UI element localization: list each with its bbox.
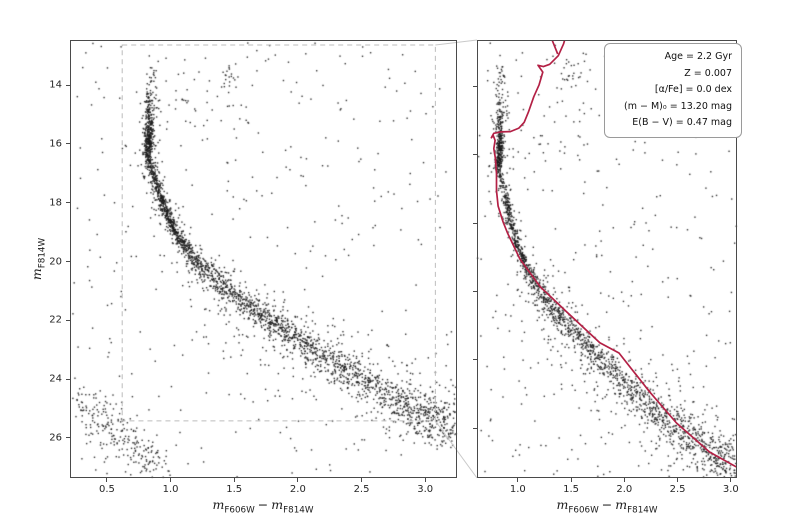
annotation-dist-mod: (m − M)₀ = 13.20 mag (624, 100, 732, 112)
minus-sign: − (601, 497, 613, 512)
x-tick (623, 478, 625, 482)
y-axis-label-var: m (28, 268, 44, 281)
x-tick-label: 0.5 (98, 484, 115, 495)
x-tick-label: 2.5 (669, 484, 686, 495)
y-tick (66, 202, 70, 204)
annotation-reddening: E(B − V) = 0.47 mag (632, 117, 732, 128)
left-cmd-panel-frame (70, 40, 457, 478)
y-tick-label: 16 (49, 138, 62, 150)
x-label-var1: m (212, 497, 225, 512)
y-tick (473, 222, 477, 224)
y-tick (473, 85, 477, 87)
y-tick-label: 14 (49, 79, 62, 91)
x-label-var1: m (556, 497, 569, 512)
x-tick-label: 2.0 (289, 484, 306, 495)
x-tick-label: 1.0 (162, 484, 179, 495)
x-label-sub2: F814W (627, 505, 658, 516)
annotation-age: Age = 2.2 Gyr (664, 51, 732, 62)
y-tick (66, 437, 70, 439)
y-tick-label: 26 (49, 432, 62, 444)
isochrone-parameters-box: Age = 2.2 Gyr Z = 0.007 [α/Fe] = 0.0 dex… (604, 43, 742, 138)
y-tick (473, 290, 477, 292)
y-tick (473, 154, 477, 156)
x-label-var2: m (271, 497, 284, 512)
x-tick (106, 478, 108, 482)
x-tick-label: 1.5 (226, 484, 243, 495)
y-axis-label-sub: F814W (37, 237, 48, 269)
y-tick-label: 24 (49, 373, 62, 385)
x-tick-label: 3.0 (722, 484, 739, 495)
x-tick (424, 478, 426, 482)
y-tick (66, 84, 70, 86)
x-tick-label: 1.0 (509, 484, 526, 495)
y-tick (66, 378, 70, 380)
y-tick-label: 18 (49, 197, 62, 209)
minus-sign: − (257, 497, 269, 512)
x-tick (677, 478, 679, 482)
y-tick (66, 143, 70, 145)
x-tick-label: 1.5 (563, 484, 579, 495)
y-tick-label: 20 (49, 256, 62, 267)
y-tick (66, 261, 70, 262)
x-axis-label-right: mF606W − mF814W (557, 497, 658, 516)
x-label-sub1: F606W (568, 505, 599, 516)
right-cmd-panel-frame (477, 40, 737, 478)
x-tick (233, 478, 235, 482)
y-axis-label: mF814W (29, 238, 48, 280)
y-tick-label: 22 (49, 314, 62, 326)
isochrone-upper-branch (551, 40, 559, 55)
zoom-region-dashed-box (121, 44, 436, 422)
x-tick (297, 478, 299, 482)
y-tick (473, 427, 477, 429)
x-axis-label-left: mF606W − mF814W (213, 497, 314, 516)
x-tick (361, 478, 363, 482)
x-tick-label: 2.0 (616, 484, 633, 495)
x-tick (570, 478, 572, 482)
y-tick (66, 319, 70, 321)
x-label-var2: m (615, 497, 628, 512)
x-label-sub2: F814W (283, 505, 314, 516)
x-tick-label: 3.0 (417, 484, 434, 495)
x-tick (170, 478, 172, 482)
x-tick (730, 478, 732, 482)
x-tick (517, 478, 519, 482)
y-tick (473, 359, 477, 361)
x-tick-label: 2.5 (353, 484, 370, 495)
annotation-alpha-fe: [α/Fe] = 0.0 dex (654, 84, 732, 95)
annotation-z: Z = 0.007 (684, 67, 732, 79)
isochrone-curve (490, 40, 737, 469)
x-label-sub1: F606W (224, 505, 255, 516)
